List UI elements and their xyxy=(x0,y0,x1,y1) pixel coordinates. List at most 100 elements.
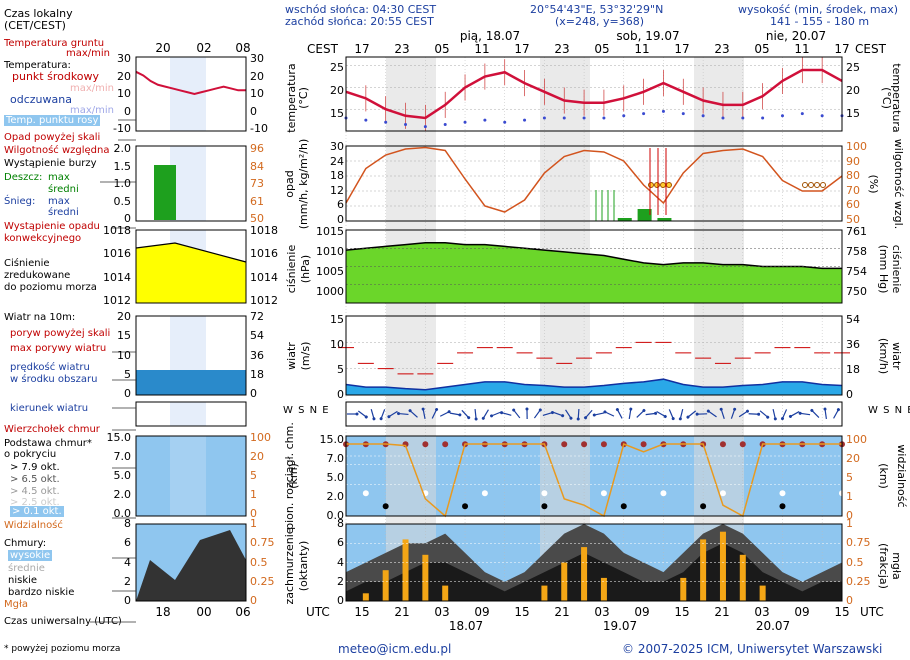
legend-wind-area: w środku obszaru xyxy=(10,374,98,385)
axis-tick: 0.5 xyxy=(113,194,132,208)
cloud-base-dot-dark xyxy=(541,503,548,510)
wind-arrow-head xyxy=(678,417,682,421)
axis-tick: 15.0 xyxy=(319,433,345,446)
axis-tick: 36 xyxy=(250,348,264,362)
axis-tick: 0.25 xyxy=(250,574,275,588)
wind-arrow xyxy=(798,411,811,416)
top-hour-label: 23 xyxy=(554,42,570,56)
legend-storm: Wystąpienie burzy xyxy=(4,158,97,169)
legend-conv1: Wystąpienie opadu xyxy=(4,221,100,232)
axis-tick: 73 xyxy=(250,177,264,190)
storm-marker-future xyxy=(820,182,826,188)
wind-arrow xyxy=(592,412,605,417)
dew-point xyxy=(562,116,566,120)
bottom-hour-label: 09 xyxy=(634,605,650,619)
wind-arrow-shaft xyxy=(398,412,409,416)
axis-tick: 6 xyxy=(337,198,344,212)
axis-tick: 2 xyxy=(337,574,344,588)
axis-tick: 15.0 xyxy=(106,431,132,444)
bottom-hour-label: 21 xyxy=(394,605,410,619)
legend-fog: Mgła xyxy=(4,599,28,610)
top-hour-label: 11 xyxy=(634,42,650,56)
axis-tick: 20 xyxy=(117,310,131,323)
axis-tick: 24 xyxy=(330,154,344,168)
wind-arrow-head xyxy=(364,415,368,419)
axis-tick: 1005 xyxy=(316,265,344,278)
wind-arrow xyxy=(431,408,439,419)
wind-arrow-shaft xyxy=(553,411,563,417)
utc-right: UTC xyxy=(860,605,884,619)
wind-arrow xyxy=(615,408,623,419)
wind-arrow-head xyxy=(745,409,749,413)
top-hour-label: 11 xyxy=(474,42,490,56)
bottom-date: 19.07 xyxy=(602,619,638,633)
wind-arrow-head xyxy=(474,417,478,421)
legend-temp: Temperatura: xyxy=(4,60,71,71)
legend-wind-title: Wiatr na 10m: xyxy=(4,312,76,323)
axis-tick: 4 xyxy=(124,555,131,569)
cloud-base-dot xyxy=(481,490,488,497)
axis-tick: 80 xyxy=(846,169,860,183)
hum-axis-unit: (%) xyxy=(867,174,880,194)
axis-tick: 5 xyxy=(124,367,131,381)
bottom-date: 18.07 xyxy=(448,619,484,633)
legend-okt01: > 0.1 okt. xyxy=(10,506,64,517)
legend-precip-above: Opad powyżej skali xyxy=(4,132,101,143)
wind-arrow-head xyxy=(490,414,494,418)
bottom-hour-label: 15 xyxy=(354,605,370,619)
precip-axis-unit: (mm/h, kg/m²/h) xyxy=(297,138,310,230)
axis-tick: 1 xyxy=(846,490,853,503)
small-wind-panel-border xyxy=(135,315,247,396)
storm-marker-future xyxy=(808,182,814,188)
axis-tick: 36 xyxy=(846,338,860,351)
axis-tick: 61 xyxy=(250,194,264,208)
axis-tick: 0 xyxy=(124,212,131,225)
axis-tick: 0.0 xyxy=(113,507,132,520)
top-hour-label: 05 xyxy=(594,42,610,56)
precip-bar xyxy=(617,218,632,221)
wind-arrow-shaft xyxy=(370,409,375,419)
small-winddir-panel-night xyxy=(170,402,206,426)
cloud-top-dot xyxy=(422,441,429,448)
wind-arrow-shaft xyxy=(482,409,489,419)
cloud-top-dot xyxy=(600,441,607,448)
bottom-hour-label: 03 xyxy=(434,605,450,619)
dew-point xyxy=(483,118,487,122)
cest-right: CEST xyxy=(855,42,886,56)
wind-arrow-head xyxy=(719,407,723,411)
legend-conv2: konwekcyjnego xyxy=(4,233,82,244)
wind-arrow-shaft xyxy=(585,409,593,419)
wind-arrow-head xyxy=(686,415,690,419)
elevation-label: wysokość (min, środek, max) xyxy=(738,3,899,16)
wind-arrow xyxy=(449,412,462,417)
top-hour-label: 05 xyxy=(754,42,770,56)
wind-arrow xyxy=(474,408,478,421)
wind-arrow-head xyxy=(435,408,439,412)
wind-arrow-head xyxy=(512,408,516,412)
axis-tick: 18 xyxy=(330,169,344,183)
compass-right: W S N E xyxy=(868,405,910,416)
grid-point: (x=248, y=368) xyxy=(555,15,645,28)
axis-tick: 15 xyxy=(330,313,344,326)
email-link[interactable]: meteo@icm.edu.pl xyxy=(338,642,452,656)
legend-visibility: Widzialność xyxy=(4,520,63,531)
fog-bar xyxy=(700,539,707,601)
fog-bar xyxy=(382,570,389,601)
bottom-hour-label: 15 xyxy=(834,605,850,619)
small-cover-panel-border xyxy=(135,523,247,602)
axis-tick: 0.75 xyxy=(250,536,275,550)
wind-arrow xyxy=(695,412,708,416)
legend-wind-dir: kierunek wiatru xyxy=(10,403,89,414)
wind-arrow-head xyxy=(663,415,667,418)
wind-arrow xyxy=(686,410,697,419)
dew-point xyxy=(681,112,685,116)
bottom-hour-label: 03 xyxy=(594,605,610,619)
cover-panel-border xyxy=(345,523,843,602)
elevation-values: 141 - 155 - 180 m xyxy=(770,15,870,28)
axis-tick: 1.5 xyxy=(113,159,132,173)
wind-arrow xyxy=(719,407,725,419)
wind-arrow-shaft xyxy=(431,409,438,419)
wind-arrow-shaft xyxy=(380,409,386,419)
axis-tick: 758 xyxy=(846,245,867,258)
